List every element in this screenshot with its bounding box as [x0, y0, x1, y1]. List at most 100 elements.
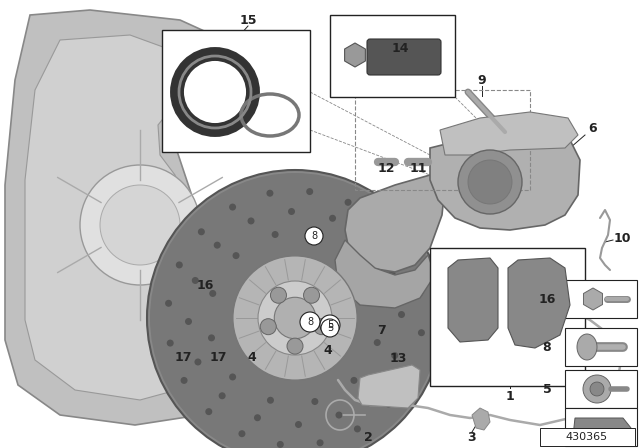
- Polygon shape: [430, 128, 580, 230]
- Circle shape: [219, 392, 226, 399]
- Bar: [540, 428, 635, 446]
- Text: 9: 9: [477, 73, 486, 86]
- Circle shape: [195, 358, 202, 366]
- Circle shape: [287, 338, 303, 354]
- Circle shape: [198, 228, 205, 235]
- Circle shape: [180, 377, 188, 384]
- Bar: [330, 15, 455, 97]
- Bar: [430, 248, 585, 386]
- Polygon shape: [344, 43, 365, 67]
- Polygon shape: [5, 10, 265, 425]
- Bar: [565, 408, 637, 446]
- Circle shape: [329, 215, 336, 222]
- Circle shape: [374, 339, 381, 346]
- Polygon shape: [358, 365, 420, 408]
- Circle shape: [458, 150, 522, 214]
- Circle shape: [468, 160, 512, 204]
- Circle shape: [232, 252, 239, 259]
- Circle shape: [254, 414, 261, 421]
- Circle shape: [176, 262, 183, 268]
- Text: 7: 7: [378, 323, 387, 336]
- Circle shape: [248, 217, 255, 224]
- Text: 1: 1: [506, 389, 515, 402]
- Text: 5: 5: [327, 320, 333, 330]
- Text: 3: 3: [468, 431, 476, 444]
- Circle shape: [233, 256, 357, 380]
- Circle shape: [306, 188, 313, 195]
- Circle shape: [275, 297, 316, 339]
- Polygon shape: [573, 418, 631, 442]
- Circle shape: [583, 375, 611, 403]
- Text: 4: 4: [324, 344, 332, 357]
- Text: 4: 4: [248, 350, 257, 363]
- Circle shape: [166, 340, 173, 347]
- Circle shape: [214, 241, 221, 249]
- Text: 16: 16: [196, 279, 214, 292]
- Circle shape: [208, 334, 215, 341]
- Circle shape: [314, 319, 330, 335]
- Circle shape: [305, 227, 323, 245]
- Ellipse shape: [577, 334, 597, 360]
- Polygon shape: [345, 175, 445, 272]
- Circle shape: [192, 277, 199, 284]
- Circle shape: [209, 290, 216, 297]
- Circle shape: [312, 398, 318, 405]
- Circle shape: [185, 318, 192, 325]
- Bar: [575, 300, 585, 328]
- Text: 17: 17: [209, 350, 227, 363]
- Circle shape: [258, 281, 332, 355]
- Polygon shape: [472, 408, 490, 430]
- Circle shape: [150, 173, 440, 448]
- Circle shape: [378, 221, 385, 228]
- Text: 14: 14: [391, 42, 409, 55]
- Circle shape: [351, 377, 358, 384]
- Circle shape: [147, 170, 443, 448]
- Circle shape: [369, 388, 376, 394]
- Text: 12: 12: [377, 161, 395, 175]
- Text: 15: 15: [239, 13, 257, 26]
- Text: 5: 5: [543, 383, 552, 396]
- Circle shape: [385, 401, 392, 408]
- Text: 5: 5: [327, 323, 333, 333]
- Text: 17: 17: [174, 350, 192, 363]
- Text: 8: 8: [311, 231, 317, 241]
- Circle shape: [335, 412, 342, 418]
- Circle shape: [407, 367, 414, 375]
- Bar: [565, 328, 637, 366]
- Circle shape: [364, 237, 371, 244]
- Polygon shape: [440, 112, 578, 155]
- Text: 2: 2: [364, 431, 372, 444]
- Circle shape: [276, 441, 284, 448]
- Circle shape: [354, 426, 361, 432]
- Circle shape: [271, 287, 287, 303]
- Bar: [355, 90, 530, 190]
- Bar: [565, 370, 637, 408]
- Text: 8: 8: [307, 317, 313, 327]
- FancyBboxPatch shape: [367, 39, 441, 75]
- Bar: [565, 280, 637, 318]
- Polygon shape: [335, 240, 435, 308]
- Circle shape: [388, 271, 396, 277]
- Circle shape: [229, 374, 236, 380]
- Circle shape: [165, 300, 172, 307]
- Circle shape: [354, 255, 361, 263]
- Circle shape: [590, 382, 604, 396]
- Text: 6: 6: [589, 121, 597, 134]
- Circle shape: [229, 203, 236, 211]
- Circle shape: [267, 397, 274, 404]
- Circle shape: [321, 319, 339, 337]
- Polygon shape: [448, 258, 498, 342]
- Circle shape: [239, 430, 246, 437]
- Circle shape: [295, 421, 302, 428]
- Text: 13: 13: [389, 352, 406, 365]
- Circle shape: [300, 312, 320, 332]
- Text: 430365: 430365: [566, 432, 608, 442]
- Bar: [162, 30, 310, 152]
- Circle shape: [375, 295, 382, 302]
- Circle shape: [317, 439, 324, 446]
- Circle shape: [418, 329, 425, 336]
- Circle shape: [403, 252, 410, 259]
- Circle shape: [205, 408, 212, 415]
- Circle shape: [316, 232, 323, 239]
- Text: 11: 11: [409, 161, 427, 175]
